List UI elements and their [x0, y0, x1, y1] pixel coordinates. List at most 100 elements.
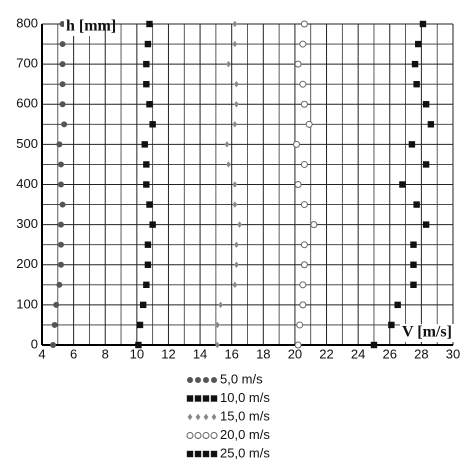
point: [57, 161, 64, 168]
legend-marker: [194, 432, 202, 439]
point: [141, 141, 148, 148]
point: [144, 261, 152, 268]
point: [411, 60, 419, 68]
y-tick-label: 300: [16, 216, 38, 231]
point: [299, 301, 307, 309]
legend-marker: [187, 413, 193, 421]
point: [139, 301, 147, 309]
point: [143, 60, 150, 68]
point: [143, 181, 150, 188]
point: [300, 241, 308, 249]
marks: [50, 20, 435, 349]
legend-marker: [186, 450, 194, 458]
point: [427, 121, 435, 128]
point: [57, 221, 64, 228]
point: [410, 281, 417, 289]
y-tick-label: 800: [16, 15, 38, 30]
point: [410, 261, 417, 268]
legend-marker: [211, 377, 217, 383]
point: [232, 20, 238, 28]
point: [370, 341, 378, 349]
point: [422, 101, 430, 108]
point: [300, 160, 308, 168]
legend-marker: [202, 395, 210, 402]
legend-label: 20,0 m/s: [220, 427, 270, 442]
point: [234, 261, 239, 268]
legend-marker: [195, 377, 201, 383]
point: [149, 221, 156, 228]
point: [232, 181, 238, 188]
point: [422, 161, 430, 168]
y-axis-title: h [mm]: [66, 18, 116, 35]
legend-label: 10,0 m/s: [220, 390, 270, 405]
point: [305, 120, 313, 128]
point: [143, 80, 150, 88]
point: [234, 101, 239, 108]
point: [226, 60, 231, 68]
point: [226, 161, 231, 168]
legend-marker: [211, 413, 217, 421]
point: [53, 301, 60, 308]
point: [143, 161, 150, 168]
legend-marker: [210, 432, 218, 439]
point: [144, 40, 152, 48]
legend-marker: [186, 395, 194, 402]
point: [299, 281, 307, 289]
x-tick-label: 12: [161, 346, 175, 361]
point: [136, 321, 144, 329]
point: [422, 221, 430, 228]
x-tick-label: 10: [130, 346, 144, 361]
point: [410, 241, 417, 248]
point: [149, 121, 156, 128]
y-tick-label: 700: [16, 56, 38, 71]
legend-label: 25,0 m/s: [220, 445, 270, 460]
point: [294, 181, 302, 188]
point: [224, 141, 230, 148]
point: [146, 101, 153, 108]
point: [232, 281, 238, 289]
x-tick-label: 18: [256, 346, 270, 361]
point: [399, 181, 406, 188]
point: [294, 60, 302, 68]
point: [50, 342, 57, 348]
point: [413, 80, 420, 88]
legend-marker: [194, 450, 202, 458]
y-tick-label: 100: [16, 296, 38, 311]
point: [232, 201, 238, 208]
point: [300, 261, 308, 269]
point: [56, 281, 63, 288]
point: [293, 140, 301, 148]
label-backdrop: [400, 324, 458, 342]
point: [394, 301, 401, 309]
legend-marker: [194, 395, 202, 402]
label-backdrop: [64, 16, 98, 36]
point: [234, 80, 239, 88]
point: [144, 241, 152, 248]
point: [215, 341, 220, 349]
legend-label: 5,0 m/s: [220, 371, 263, 386]
y-tick-label: 600: [16, 96, 38, 111]
point: [57, 261, 64, 268]
x-tick-label: 22: [319, 346, 333, 361]
point: [419, 20, 427, 28]
legend-marker: [203, 377, 209, 383]
x-tick-label: 30: [446, 346, 460, 361]
point: [237, 221, 242, 228]
point: [146, 20, 153, 28]
x-tick-label: 28: [414, 346, 428, 361]
y-tick-label: 200: [16, 256, 38, 271]
y-tick-label: 400: [16, 176, 38, 191]
point: [61, 121, 68, 128]
point: [408, 141, 416, 148]
x-tick-label: 4: [38, 346, 45, 361]
point: [299, 80, 307, 88]
x-tick-label: 14: [193, 346, 207, 361]
x-tick-label: 24: [351, 346, 365, 361]
legend-marker: [195, 413, 201, 421]
y-tick-label: 500: [16, 136, 38, 151]
point: [415, 40, 422, 48]
point: [300, 20, 308, 28]
point: [59, 101, 66, 108]
